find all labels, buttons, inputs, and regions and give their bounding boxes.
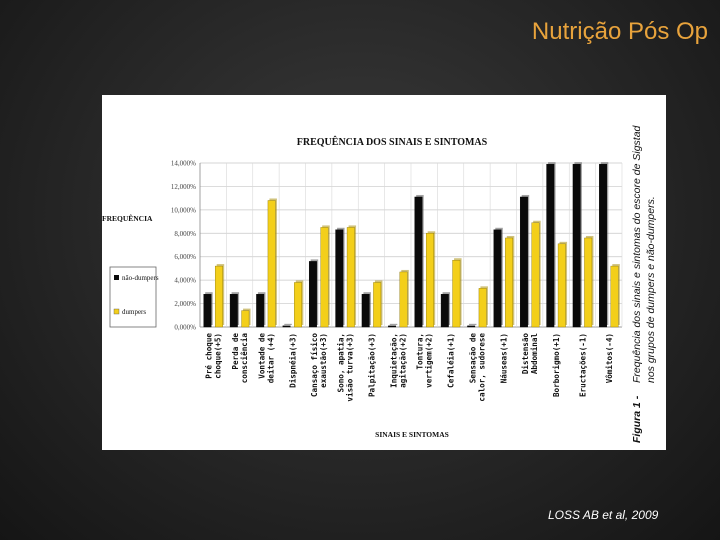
x-tick-label: Náuseas(+1) bbox=[499, 333, 508, 383]
figure-caption-line2: nos grupos de dumpers e não-dumpers. bbox=[645, 196, 657, 383]
bar-nao-dumpers bbox=[256, 293, 265, 328]
bar-dumpers bbox=[610, 265, 619, 328]
bar-nao-dumpers bbox=[388, 325, 397, 328]
bar-nao-dumpers bbox=[282, 325, 291, 328]
x-axis-label: SINAIS E SINTOMAS bbox=[375, 430, 449, 439]
bar-shadow bbox=[284, 323, 292, 325]
y-tick-labels: 0,000% 2,000% 4,000% 6,000% 8,000% 10,000% 12,… bbox=[171, 160, 196, 332]
bar-nao-dumpers bbox=[440, 293, 449, 328]
bar-nao-dumpers bbox=[467, 325, 476, 328]
bar-nao-dumpers bbox=[308, 261, 317, 328]
y-tick-label: 2,000% bbox=[174, 300, 196, 308]
bar-nao-dumpers bbox=[572, 163, 581, 328]
bar-shadow bbox=[389, 323, 398, 325]
y-tick-label: 6,000% bbox=[174, 253, 196, 261]
x-tick-label: Vontade de bbox=[257, 333, 266, 379]
legend: não-dumpers dumpers bbox=[109, 266, 159, 328]
x-tick-label: exaustão(+3) bbox=[319, 333, 328, 388]
x-tick-label: Abdominal bbox=[530, 333, 539, 375]
x-tick-label: consciência bbox=[240, 333, 249, 384]
x-tick-label: Cansaço físico bbox=[310, 333, 319, 397]
x-tick-label: choque(+5) bbox=[214, 333, 223, 379]
figure-caption-line1: Frequência dos sinais e sintomas do esco… bbox=[631, 124, 643, 383]
x-tick-label: Distensão bbox=[521, 333, 530, 375]
bar-dumpers bbox=[214, 265, 223, 328]
figure-caption: Figura 1 - Frequência dos sinais e sinto… bbox=[631, 124, 657, 443]
x-tick-label: Vômitos(-4) bbox=[605, 333, 614, 383]
chart-title: FREQUÊNCIA DOS SINAIS E SINTOMAS bbox=[297, 136, 488, 148]
legend-swatch-dumpers bbox=[113, 308, 120, 315]
x-tick-label: agitação(+2) bbox=[398, 333, 407, 388]
bars bbox=[203, 162, 623, 328]
legend-swatch-nao-dumpers bbox=[114, 275, 119, 280]
citation: LOSS AB et al, 2009 bbox=[548, 508, 659, 522]
bar-dumpers bbox=[346, 227, 355, 328]
bar-dumpers bbox=[531, 222, 540, 328]
bar-nao-dumpers bbox=[203, 293, 212, 328]
bar-dumpers bbox=[478, 288, 487, 328]
y-tick-label: 0,000% bbox=[174, 324, 196, 332]
bar-nao-dumpers bbox=[599, 163, 608, 328]
bar-dumpers bbox=[241, 310, 250, 328]
x-tick-label: vertigem(+2) bbox=[425, 333, 434, 388]
x-tick-label: Perda de bbox=[231, 333, 240, 370]
bar-dumpers bbox=[399, 271, 408, 328]
y-tick-label: 4,000% bbox=[174, 277, 196, 285]
bar-dumpers bbox=[452, 260, 461, 328]
bar-dumpers bbox=[294, 282, 303, 328]
bar-dumpers bbox=[557, 243, 566, 328]
x-tick-label: Sono, apatia, bbox=[337, 333, 346, 392]
bar-nao-dumpers bbox=[335, 229, 344, 328]
y-tick-label: 10,000% bbox=[171, 206, 196, 214]
x-tick-label: calor, sudorese bbox=[477, 333, 486, 402]
x-tick-label: Palpitação(+3) bbox=[367, 333, 376, 397]
x-tick-label: Eructações(-1) bbox=[578, 333, 587, 397]
bar-nao-dumpers bbox=[519, 196, 528, 328]
bar-nao-dumpers bbox=[361, 293, 370, 328]
slide-title: Nutrição Pós Op bbox=[531, 18, 708, 45]
x-tick-label: Dispnéia(+3) bbox=[288, 333, 297, 388]
bar-nao-dumpers bbox=[493, 229, 502, 328]
figure-caption-label: Figura 1 - bbox=[631, 395, 643, 443]
bar-shadow bbox=[468, 323, 477, 325]
bar-dumpers bbox=[505, 237, 514, 328]
x-tick-label: deitar (+4) bbox=[266, 333, 275, 383]
y-axis-label: FREQUÊNCIA bbox=[102, 213, 153, 223]
legend-label-nao-dumpers: não-dumpers bbox=[122, 274, 159, 282]
x-tick-label: Inquietação, bbox=[389, 333, 398, 388]
legend-label-dumpers: dumpers bbox=[122, 308, 146, 316]
bar-dumpers bbox=[425, 233, 434, 328]
x-tick-label: Borborigmo(+1) bbox=[552, 333, 561, 397]
x-tick-label: Pré choque bbox=[205, 333, 214, 379]
x-tick-labels: Pré choque choque(+5) Perda de consciência V… bbox=[205, 333, 614, 402]
bar-nao-dumpers bbox=[229, 293, 238, 328]
bar-dumpers bbox=[373, 282, 382, 328]
bar-dumpers bbox=[267, 200, 276, 328]
x-tick-label: Tontura, bbox=[416, 333, 425, 370]
figure-panel: FREQUÊNCIA DOS SINAIS E SINTOMAS FREQUÊN… bbox=[102, 95, 666, 450]
bar-chart: FREQUÊNCIA DOS SINAIS E SINTOMAS FREQUÊN… bbox=[102, 124, 657, 443]
bar-dumpers bbox=[584, 237, 593, 328]
x-tick-label: Cefaléia(+1) bbox=[447, 333, 456, 388]
y-tick-label: 14,000% bbox=[171, 160, 196, 168]
x-tick-label: Sensação de bbox=[468, 333, 477, 384]
y-tick-label: 8,000% bbox=[174, 230, 196, 238]
y-tick-label: 12,000% bbox=[171, 183, 196, 191]
x-tick-label: visão turva(+3) bbox=[346, 333, 355, 402]
bar-nao-dumpers bbox=[414, 196, 423, 328]
bar-nao-dumpers bbox=[546, 163, 555, 328]
bar-dumpers bbox=[320, 227, 329, 328]
